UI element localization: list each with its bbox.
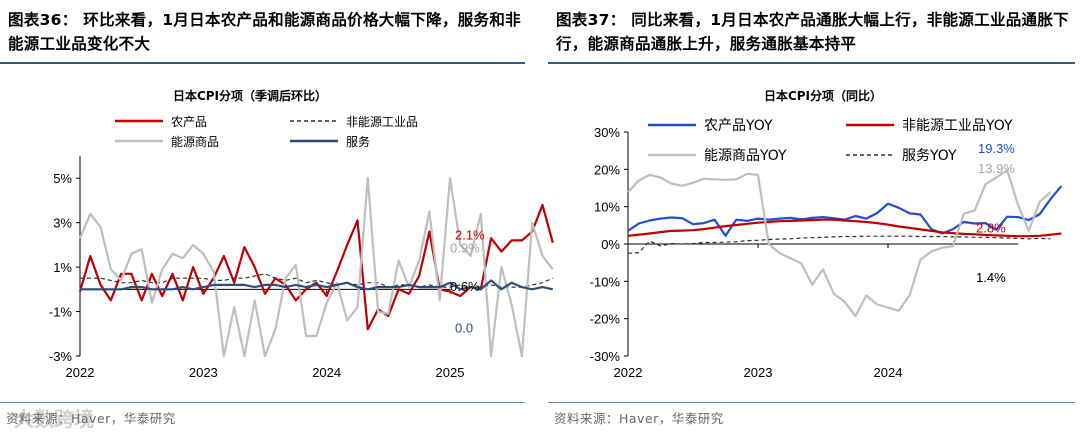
y-tick-label: -30% [590,349,621,364]
legend-label: 能源商品YOY [704,148,787,164]
y-tick-label: 10% [594,200,620,215]
x-tick-label: 2024 [312,365,341,380]
y-tick-label: 1% [53,260,72,275]
y-tick-label: -20% [590,312,621,327]
legend-label: 农产品 [171,115,207,129]
legend-label: 非能源工业品 [346,115,418,129]
caption-divider [548,62,1075,64]
legend-entry: 能源商品 [115,134,219,149]
end-label: 2.1% [455,228,485,243]
y-tick-label: 5% [53,171,72,186]
series-line-1 [627,218,1062,238]
source-divider [0,402,525,403]
legend-entry: 非能源工业品YOY [846,118,1013,134]
end-label: 13.9% [978,161,1015,176]
cpi-mom-chart: 日本CPI分项（季调后环比） 5% 3% 1% -1% -3%2022 2023 2024 20… [49,88,554,380]
y-tick-label: -1% [49,305,73,320]
series-line-2 [627,168,1052,318]
legend-entry: 服务 [290,134,370,149]
series-line-3 [627,235,1051,254]
x-tick-label: 2022 [614,365,643,380]
end-label: 2.8% [976,221,1006,236]
legend-entry: 农产品YOY [648,118,773,134]
legend-entry: 农产品 [115,115,207,129]
legend-label: 服务 [346,134,370,149]
y-tick-label: 0% [601,237,620,252]
figure-caption-36: 图表36： 环比来看，1月日本农产品和能源商品价格大幅下降，服务和非能源工业品变… [8,11,521,53]
end-label: 0.9% [450,240,480,255]
end-label: 0.6% [450,279,480,294]
y-tick-label: -10% [590,274,621,289]
y-tick-label: 30% [594,125,620,140]
series-line-3 [80,279,554,291]
end-label: 1.4% [976,270,1006,285]
end-label: 0.0 [455,320,473,335]
watermark: 大数跨境 [14,407,94,431]
series-line-2 [78,177,554,358]
chart-panel-mom: 图表36： 环比来看，1月日本农产品和能源商品价格大幅下降，服务和非能源工业品变… [0,0,554,438]
chart-title: 日本CPI分项（季调后环比） [173,88,327,103]
chart-title: 日本CPI分项（同比） [764,88,882,103]
source-divider [548,402,1075,403]
legend-label: 非能源工业品YOY [902,118,1013,134]
x-tick-label: 2024 [874,365,903,380]
legend-entry: 非能源工业品 [290,115,418,129]
legend-label: 服务YOY [902,148,957,164]
y-tick-label: -3% [49,349,73,364]
caption-divider [0,62,525,64]
legend-entry: 能源商品YOY [648,148,787,164]
figure-caption-37: 图表37： 同比来看，1月日本农产品通胀大幅上行，非能源工业品通胀下行，能源商品… [556,11,1069,53]
y-tick-label: 20% [594,162,620,177]
legend-label: 能源商品 [171,134,219,149]
x-tick-label: 2022 [66,365,95,380]
cpi-yoy-chart: 日本CPI分项（同比） 30% 20% 10% 0% -10% -20% -30%2022 20… [590,88,1063,380]
x-tick-label: 2025 [436,365,465,380]
end-label: 19.3% [978,141,1015,156]
source-note: 资料来源：Haver，华泰研究 [6,411,176,426]
x-tick-label: 2023 [744,365,773,380]
y-tick-label: 3% [53,216,72,231]
x-tick-label: 2023 [189,365,218,380]
chart-panel-yoy: 图表37： 同比来看，1月日本农产品通胀大幅上行，非能源工业品通胀下行，能源商品… [548,0,1080,438]
legend-entry: 服务YOY [846,148,957,164]
source-note: 资料来源：Haver，华泰研究 [554,411,724,426]
legend-label: 农产品YOY [704,118,773,134]
